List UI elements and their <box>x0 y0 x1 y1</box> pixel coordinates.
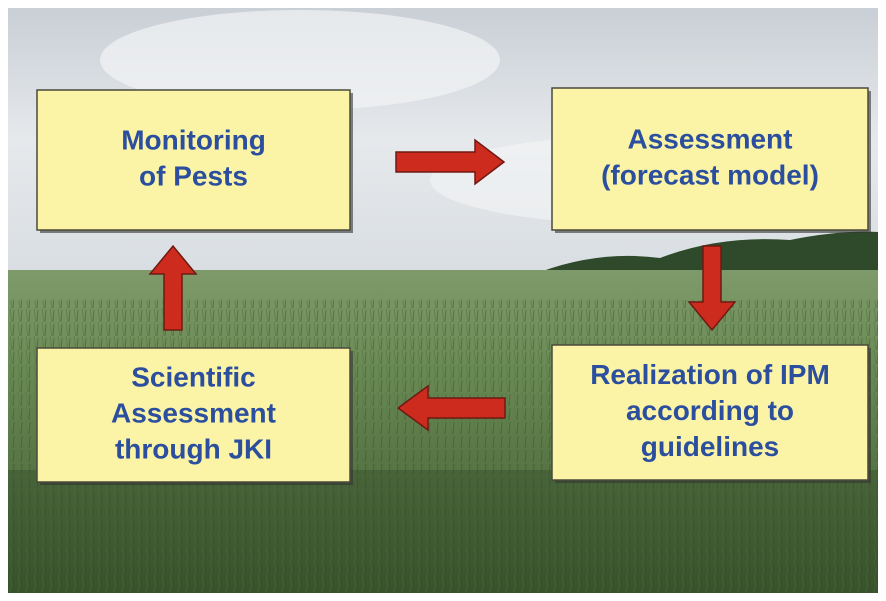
node-label: (forecast model) <box>601 159 819 190</box>
node: Monitoring of Pests <box>36 89 353 233</box>
node: Assessment (forecast model) <box>551 87 871 233</box>
arrow-left <box>396 384 506 432</box>
node-label: Scientific <box>131 361 255 392</box>
node-label: Monitoring <box>121 124 266 155</box>
box <box>36 89 351 231</box>
arrow-down <box>687 245 737 332</box>
node-label: Realization of IPM <box>590 359 830 390</box>
arrows <box>148 138 737 432</box>
node-label: Assessment <box>111 397 276 428</box>
box <box>551 87 869 231</box>
node-label: according to <box>626 395 794 426</box>
node: Scientific Assessment through JKI <box>36 347 353 485</box>
node-label: through JKI <box>115 433 272 464</box>
arrow-up <box>148 244 198 331</box>
node-label: of Pests <box>139 160 248 191</box>
arrow-right <box>395 138 506 186</box>
node-label: Assessment <box>628 123 793 154</box>
box <box>551 344 869 481</box>
node: Realization of IPM according to guidelines <box>551 344 871 483</box>
node-label: guidelines <box>641 431 779 462</box>
box <box>36 347 351 483</box>
